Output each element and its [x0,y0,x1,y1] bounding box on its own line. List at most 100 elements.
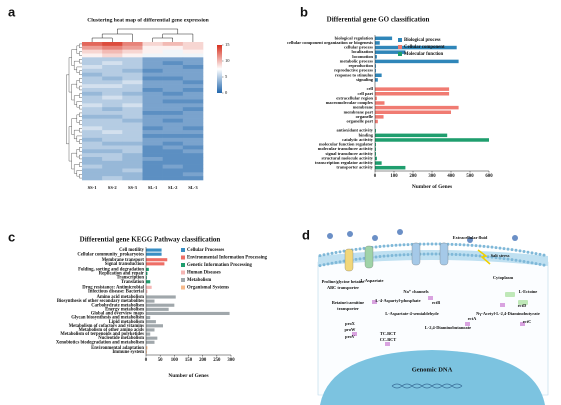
heat-cell [82,49,103,54]
heat-cell [102,114,123,119]
heat-cell [162,57,184,62]
lipid [518,259,522,263]
heat-cell [122,99,143,104]
lipid [382,244,386,248]
heat-cell [122,88,143,93]
category-label: Immune system [112,350,144,355]
lipid [526,250,530,254]
heat-cell [82,176,103,181]
heat-cell [122,80,143,85]
bar [375,92,450,96]
heat-cell [142,164,163,169]
bar [375,78,378,82]
bar [146,252,162,256]
bar [146,336,158,340]
x-tick-label: 50 [158,358,163,363]
heat-cell [122,65,143,70]
stress-bolt [477,249,491,265]
enzyme [352,332,357,336]
bar [375,59,459,64]
heat-cell [122,114,143,119]
legend-label: Cellular component [404,45,445,50]
heat-cell [182,99,204,104]
category-label: Transcription [116,276,144,281]
lipid [510,258,514,262]
heat-cell [162,76,184,81]
heat-cell [122,107,143,112]
heat-cell [142,57,163,62]
heat-cell [162,172,184,177]
bar [375,36,393,41]
bar [146,295,176,299]
heat-cell [142,168,163,173]
bar [375,138,489,142]
lipid [522,260,526,264]
heat-cell [122,168,143,173]
ion [512,235,518,241]
category-label: signaling [356,77,374,82]
heat-cell [162,49,184,54]
category-label: Nucleotide metabolism [98,336,144,341]
category-label: biological regulation [335,35,374,40]
lipid [498,256,502,260]
category-label: cellular process [344,45,373,50]
heat-cell [82,65,103,70]
category-label: Cell motility [119,248,145,253]
lipid [426,242,430,246]
heat-cell [142,107,163,112]
diagram-label: ectD [518,303,527,308]
category-label: Translation [121,280,144,285]
lipid [502,247,506,251]
lipid [470,243,474,247]
panel-label: c [8,229,15,244]
bar [146,271,148,276]
legend-label: Human Diseases [187,271,221,276]
heat-cell [122,111,143,116]
bar [375,64,376,68]
heat-cell [142,103,163,108]
lipid [374,245,378,249]
heat-cell [182,118,204,123]
heat-cell [82,145,103,150]
colorbar-label: 5 [225,74,228,79]
heat-cell [122,72,143,77]
lipid [454,242,458,246]
bar [146,303,175,307]
heat-cell [82,57,103,62]
legend-label: Cellular Processes [187,248,224,253]
heat-cell [102,95,123,100]
heat-cell [102,122,123,127]
heat-cell [182,45,204,50]
category-label: Membrane transport [102,258,145,263]
lipid [338,260,342,264]
bar [146,350,147,354]
lipid [466,243,470,247]
bar [375,50,406,54]
heat-cell [122,42,143,47]
bar [375,142,376,147]
bar [146,289,148,293]
category-label: catalytic activity [342,137,374,142]
x-tick-label: 0 [374,174,377,179]
ectoine [518,300,528,305]
heat-cell [182,53,204,58]
x-tick-label: 500 [466,174,474,179]
ectoine [505,292,515,297]
lipid [394,253,398,257]
column-label: SS-2 [108,185,118,190]
lipid [422,242,426,246]
legend-swatch [181,270,185,275]
bar [375,87,450,91]
heat-cell [122,45,143,50]
category-label: Lipid metabolism [109,320,144,325]
bar [375,147,376,151]
panel-label: a [8,4,16,19]
category-label: Global and overview maps [91,312,144,317]
category-label: Energy metabolism [105,307,144,312]
heat-cell [182,130,204,135]
lipid [522,250,526,254]
lipid [398,243,402,247]
heat-cell [162,145,184,150]
category-label: molecular transducer activity [318,146,374,151]
heat-cell [122,57,143,62]
